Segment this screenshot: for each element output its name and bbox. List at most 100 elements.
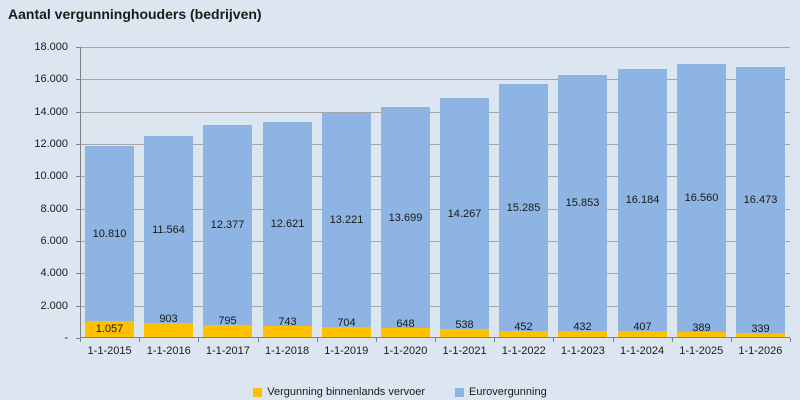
bar-value-label-binnenlands-vervoer: 389 bbox=[692, 322, 711, 334]
bar-1-1-2017: 12.377 795 bbox=[203, 125, 252, 338]
bar-1-1-2021: 14.267 538 bbox=[440, 98, 489, 338]
y-axis-label: 12.000 bbox=[34, 138, 68, 150]
y-axis-tick bbox=[76, 209, 80, 210]
legend-label-eurovergunning: Eurovergunning bbox=[469, 386, 547, 398]
bar-segment-eurovergunning: 16.184 bbox=[618, 69, 667, 331]
bar-1-1-2018: 12.621 743 bbox=[263, 122, 312, 338]
x-axis-label: 1-1-2024 bbox=[620, 345, 665, 357]
bar-segment-binnenlands-vervoer bbox=[203, 325, 252, 338]
x-axis-tick bbox=[613, 338, 614, 342]
legend-item-binnenlands-vervoer: Vergunning binnenlands vervoer bbox=[253, 386, 425, 398]
bar-segment-eurovergunning: 13.699 bbox=[381, 107, 430, 328]
gridline bbox=[80, 47, 790, 48]
legend-label-binnenlands-vervoer: Vergunning binnenlands vervoer bbox=[267, 386, 426, 398]
x-axis-tick bbox=[494, 338, 495, 342]
bar-value-label-binnenlands-vervoer: 704 bbox=[337, 317, 356, 329]
bar-segment-eurovergunning: 13.221 bbox=[322, 113, 371, 327]
plot-area: 10.810 1.057 11.564 903 12.377 795 12.621 743 13… bbox=[80, 47, 790, 338]
bar-segment-eurovergunning: 10.810 bbox=[85, 146, 134, 321]
x-axis-label: 1-1-2021 bbox=[442, 345, 487, 357]
x-axis-label: 1-1-2020 bbox=[383, 345, 428, 357]
x-axis-label: 1-1-2019 bbox=[324, 345, 369, 357]
x-axis-label: 1-1-2023 bbox=[560, 345, 605, 357]
x-axis-tick bbox=[258, 338, 259, 342]
bar-value-label-binnenlands-vervoer: 903 bbox=[159, 313, 178, 325]
y-axis-tick bbox=[76, 338, 80, 339]
gridline bbox=[80, 273, 790, 274]
x-axis-label: 1-1-2017 bbox=[205, 345, 250, 357]
legend-swatch-yellow-icon bbox=[253, 387, 263, 397]
bar-value-label-eurovergunning: 13.699 bbox=[388, 211, 423, 224]
bar-segment-binnenlands-vervoer bbox=[677, 332, 726, 338]
y-axis-tick bbox=[76, 241, 80, 242]
bar-1-1-2024: 16.184 407 bbox=[618, 69, 667, 338]
gridline bbox=[80, 306, 790, 307]
bar-1-1-2025: 16.560 389 bbox=[677, 64, 726, 338]
legend-swatch-blue-icon bbox=[455, 387, 465, 397]
bar-segment-binnenlands-vervoer bbox=[558, 331, 607, 338]
y-axis-label: 8.000 bbox=[40, 203, 68, 215]
bar-segment-eurovergunning: 11.564 bbox=[144, 136, 193, 323]
bar-1-1-2019: 13.221 704 bbox=[322, 113, 371, 338]
bar-segment-eurovergunning: 15.853 bbox=[558, 75, 607, 331]
y-axis-label: 16.000 bbox=[34, 73, 68, 85]
y-axis-tick bbox=[76, 306, 80, 307]
bar-value-label-binnenlands-vervoer: 452 bbox=[514, 321, 533, 333]
bar-value-label-binnenlands-vervoer: 743 bbox=[278, 316, 297, 328]
x-axis-tick bbox=[139, 338, 140, 342]
gridline bbox=[80, 144, 790, 145]
bar-1-1-2016: 11.564 903 bbox=[144, 136, 193, 338]
legend: Vergunning binnenlands vervoer Eurovergu… bbox=[0, 386, 800, 398]
y-axis-tick bbox=[76, 112, 80, 113]
x-axis-tick bbox=[376, 338, 377, 342]
y-axis-label: 4.000 bbox=[40, 267, 68, 279]
y-axis-label: 18.000 bbox=[34, 41, 68, 53]
x-axis-tick bbox=[435, 338, 436, 342]
y-axis-label: 6.000 bbox=[40, 235, 68, 247]
bar-value-label-binnenlands-vervoer: 648 bbox=[396, 318, 415, 330]
bar-value-label-eurovergunning: 12.621 bbox=[270, 218, 305, 230]
bar-value-label-binnenlands-vervoer: 795 bbox=[218, 315, 237, 327]
bar-value-label-binnenlands-vervoer: 432 bbox=[573, 321, 592, 333]
bar-segment-eurovergunning: 15.285 bbox=[499, 84, 548, 331]
bar-value-label-eurovergunning: 12.377 bbox=[210, 219, 245, 231]
x-axis-tick bbox=[80, 338, 81, 342]
y-axis-tick bbox=[76, 273, 80, 274]
y-axis: 18.000 16.000 14.000 12.000 10.000 8.000 6.000… bbox=[0, 41, 80, 344]
bar-1-1-2015: 10.810 1.057 bbox=[85, 146, 134, 338]
bar-value-label-eurovergunning: 15.285 bbox=[506, 201, 541, 214]
bar-segment-eurovergunning: 16.560 bbox=[677, 64, 726, 332]
y-axis-line bbox=[80, 47, 81, 338]
bar-1-1-2020: 13.699 648 bbox=[381, 107, 430, 338]
x-axis-label: 1-1-2018 bbox=[265, 345, 310, 357]
y-axis-tick bbox=[76, 144, 80, 145]
y-axis-label: 2.000 bbox=[40, 300, 68, 312]
bar-value-label-binnenlands-vervoer: 407 bbox=[633, 321, 652, 333]
bar-segment-binnenlands-vervoer bbox=[618, 331, 667, 338]
bar-1-1-2023: 15.853 432 bbox=[558, 75, 607, 338]
y-axis-tick bbox=[76, 176, 80, 177]
gridline bbox=[80, 241, 790, 242]
y-axis-label: 14.000 bbox=[34, 106, 68, 118]
bar-1-1-2026: 16.473 339 bbox=[736, 67, 785, 338]
bar-value-label-eurovergunning: 11.564 bbox=[152, 223, 185, 236]
x-axis-label: 1-1-2022 bbox=[501, 345, 546, 357]
bar-value-label-eurovergunning: 13.221 bbox=[329, 214, 364, 226]
bar-1-1-2022: 15.285 452 bbox=[499, 84, 548, 338]
bar-value-label-eurovergunning: 16.560 bbox=[684, 192, 719, 204]
bar-value-label-eurovergunning: 16.473 bbox=[743, 194, 778, 206]
x-axis-label: 1-1-2016 bbox=[146, 345, 191, 357]
bar-segment-binnenlands-vervoer bbox=[263, 326, 312, 338]
bar-segment-eurovergunning: 12.377 bbox=[203, 125, 252, 325]
y-axis-label: 10.000 bbox=[34, 170, 68, 182]
bar-value-label-binnenlands-vervoer: 1.057 bbox=[95, 323, 124, 335]
chart-title: Aantal vergunninghouders (bedrijven) bbox=[8, 6, 262, 22]
bar-segment-binnenlands-vervoer bbox=[381, 328, 430, 338]
legend-item-eurovergunning: Eurovergunning bbox=[455, 386, 547, 398]
bar-segment-binnenlands-vervoer bbox=[322, 327, 371, 338]
x-axis-label: 1-1-2015 bbox=[87, 345, 132, 357]
gridline bbox=[80, 209, 790, 210]
bar-segment-eurovergunning: 14.267 bbox=[440, 98, 489, 329]
gridline bbox=[80, 79, 790, 80]
